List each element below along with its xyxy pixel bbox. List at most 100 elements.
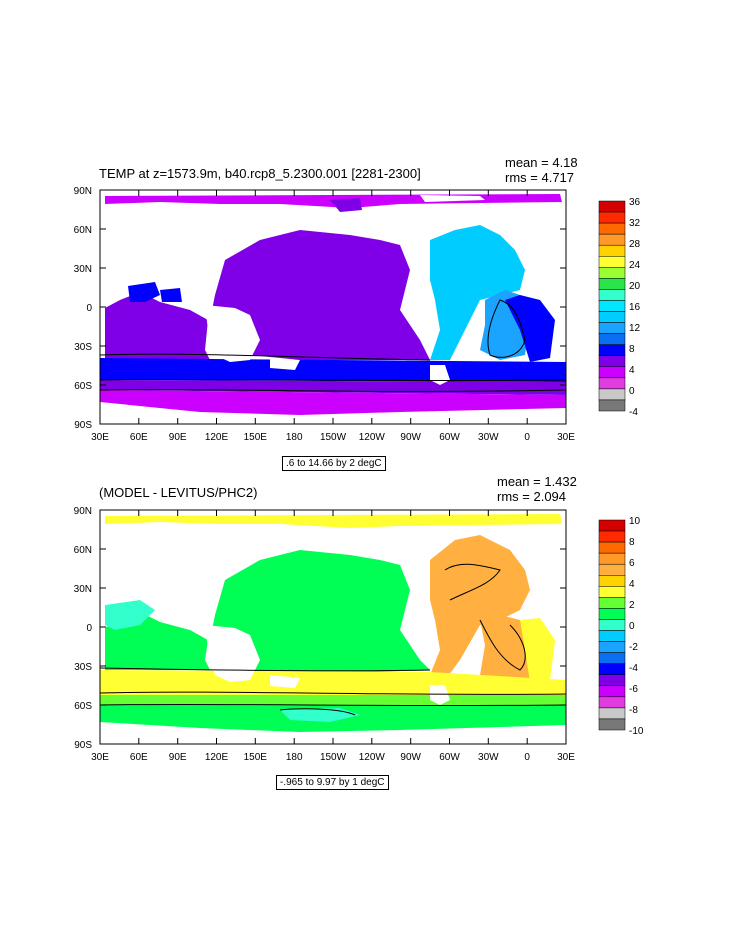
contour-lines: [99, 563, 567, 716]
ocean-field: [100, 514, 566, 732]
x-tick-label: 60E: [130, 432, 148, 443]
x-tick-label: 150E: [244, 752, 268, 763]
colorbar-swatch: [598, 322, 626, 334]
colorbar-swatch: [598, 674, 626, 687]
colorbar-label: -2: [629, 642, 638, 653]
colorbar-swatch: [598, 311, 626, 323]
colorbar-swatch: [598, 663, 626, 675]
colorbar-swatch: [598, 377, 626, 390]
colorbar-label: 12: [629, 323, 641, 334]
colorbar-swatch: [598, 233, 626, 246]
x-tick-label: 30E: [91, 432, 109, 443]
colorbar-swatch: [598, 575, 626, 587]
x-tick-label: 30E: [557, 752, 575, 763]
rms-value: rms = 4.717: [505, 170, 575, 185]
contour-info-label: -.965 to 9.97 by 1 degC: [276, 775, 389, 790]
colorbar-label: 20: [629, 281, 641, 292]
y-tick-label: 30N: [74, 264, 92, 275]
y-ticks: [100, 509, 566, 745]
colorbar-swatch: [598, 344, 626, 356]
colorbar-label: -6: [629, 684, 638, 695]
colorbar-swatch: [598, 289, 626, 301]
colorbar-difference: 10 8 6 4 2 0 -2 -4 -6 -8 -10: [598, 516, 644, 737]
colorbar-swatch: [598, 366, 626, 379]
x-tick-label: 60W: [439, 432, 460, 443]
y-tick-label: 60S: [74, 701, 92, 712]
colorbar-swatch: [598, 200, 626, 213]
mean-value: mean = 4.18: [505, 155, 578, 170]
map-title: TEMP at z=1573.9m, b40.rcp8_5.2300.001 […: [99, 166, 421, 181]
colorbar-swatch: [598, 552, 626, 565]
y-tick-label: 60N: [74, 545, 92, 556]
colorbar-swatch: [598, 563, 626, 576]
colorbar-label: -4: [629, 407, 638, 418]
colorbar-swatch: [598, 630, 626, 642]
colorbar-label: -10: [629, 726, 644, 737]
x-tick-label: 180: [286, 752, 303, 763]
x-tick-label: 90E: [169, 432, 187, 443]
colorbar-label: 28: [629, 239, 641, 250]
colorbar-label: -4: [629, 663, 638, 674]
y-tick-label: 0: [86, 623, 92, 634]
colorbar-label: 8: [629, 344, 635, 355]
colorbar-swatch: [598, 267, 626, 279]
colorbar-swatch: [598, 707, 626, 720]
colorbar-swatch: [598, 641, 626, 653]
x-tick-label: 30E: [91, 752, 109, 763]
y-tick-label: 30N: [74, 584, 92, 595]
map-panel-difference: 90N 60N 30N 0 30S 60S 90S 30E 60E 90E 12…: [74, 506, 576, 763]
colorbar-swatch: [598, 597, 626, 609]
x-tick-label: 30W: [478, 752, 499, 763]
x-tick-label: 120W: [359, 752, 386, 763]
x-tick-label: 0: [524, 432, 530, 443]
colorbar-label: 24: [629, 260, 641, 271]
contour-lines: [99, 299, 567, 392]
colorbar-label: 36: [629, 197, 641, 208]
x-tick-label: 180: [286, 432, 303, 443]
x-tick-label: 60W: [439, 752, 460, 763]
colorbar-swatch: [598, 222, 626, 235]
colorbar-swatch: [598, 519, 626, 532]
ocean-field: [100, 194, 566, 415]
colorbar-swatch: [598, 541, 626, 554]
colorbar-swatch: [598, 355, 626, 368]
mean-value: mean = 1.432: [497, 474, 577, 489]
y-tick-label: 90S: [74, 740, 92, 751]
y-tick-label: 90S: [74, 420, 92, 431]
colorbar-swatch: [598, 685, 626, 698]
x-ticks: [99, 190, 567, 424]
colorbar-swatch: [598, 530, 626, 543]
x-tick-label: 30W: [478, 432, 499, 443]
x-tick-label: 150W: [320, 752, 347, 763]
colorbar-temp: 36 32 28 24 20 16 12 8 4 0 -4: [598, 197, 641, 418]
colorbar-swatch: [598, 211, 626, 224]
x-tick-label: 60E: [130, 752, 148, 763]
colorbar-label: 10: [629, 516, 641, 527]
x-ticks: [99, 510, 567, 744]
x-tick-label: 90W: [400, 432, 421, 443]
colorbar-label: 16: [629, 302, 641, 313]
colorbar-swatch: [598, 718, 626, 731]
colorbar-swatch: [598, 388, 626, 401]
x-tick-label: 120E: [205, 752, 229, 763]
y-tick-label: 30S: [74, 342, 92, 353]
colorbar-label: 0: [629, 621, 635, 632]
x-tick-label: 30E: [557, 432, 575, 443]
colorbar-label: 6: [629, 558, 635, 569]
colorbar-label: 4: [629, 579, 635, 590]
colorbar-swatch: [598, 278, 626, 290]
colorbar-swatch: [598, 399, 626, 412]
colorbar-label: -8: [629, 705, 638, 716]
colorbar-swatch: [598, 586, 626, 598]
y-tick-label: 90N: [74, 186, 92, 197]
colorbar-label: 32: [629, 218, 641, 229]
contour-info-label: .6 to 14.66 by 2 degC: [282, 456, 386, 471]
colorbar-label: 0: [629, 386, 635, 397]
y-tick-label: 30S: [74, 662, 92, 673]
rms-value: rms = 2.094: [497, 489, 567, 504]
x-tick-label: 90E: [169, 752, 187, 763]
colorbar-swatch: [598, 244, 626, 257]
x-tick-label: 120E: [205, 432, 229, 443]
colorbar-swatch: [598, 333, 626, 345]
colorbar-swatch: [598, 256, 626, 268]
